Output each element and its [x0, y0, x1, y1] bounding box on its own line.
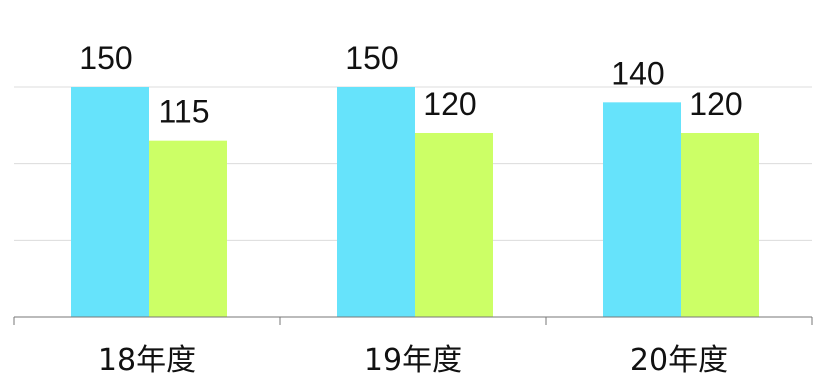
bars: [71, 87, 759, 317]
bar: [337, 87, 415, 317]
bar: [681, 133, 759, 317]
x-tick-label: 19年度: [364, 343, 462, 377]
data-label: 150: [79, 40, 132, 76]
data-label: 140: [611, 55, 664, 91]
bar: [149, 140, 227, 317]
x-tick-labels: 18年度 19年度 20年度: [98, 343, 728, 377]
bar: [415, 133, 493, 317]
data-labels: 150 115 150 120 140 120: [79, 40, 742, 130]
data-label: 150: [345, 40, 398, 76]
data-label: 120: [423, 86, 476, 122]
x-axis: [13, 316, 813, 325]
data-label: 120: [689, 86, 742, 122]
x-tick-label: 20年度: [630, 343, 728, 377]
bar: [603, 102, 681, 317]
x-tick-label: 18年度: [98, 343, 196, 377]
bar: [71, 87, 149, 317]
data-label: 115: [158, 94, 209, 130]
